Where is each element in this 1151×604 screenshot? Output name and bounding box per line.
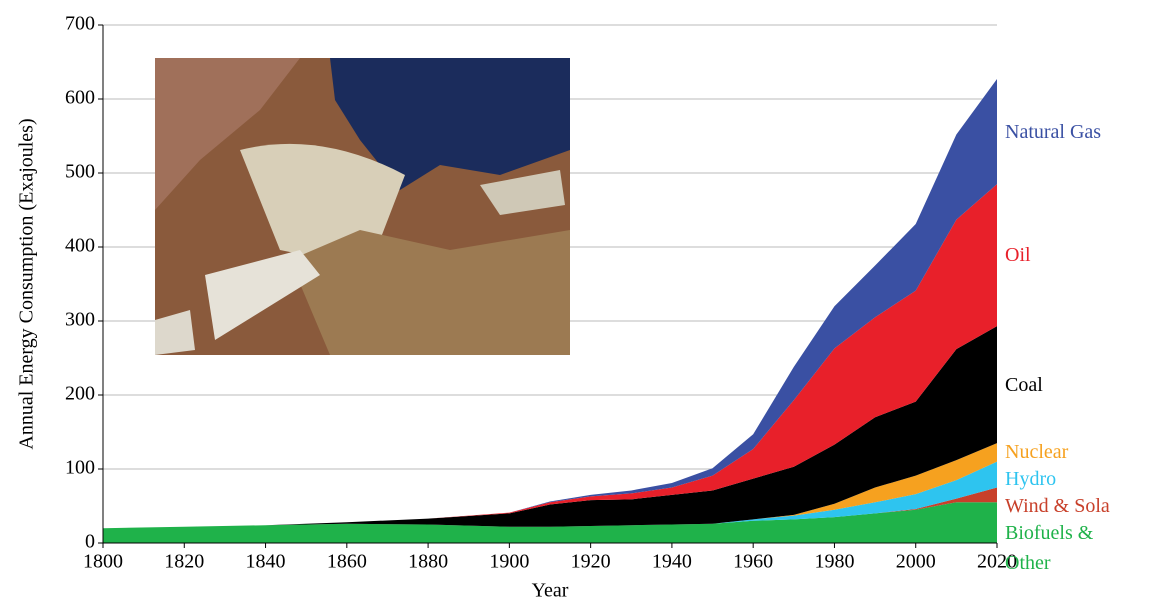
- y-axis-label: Annual Energy Consumption (Exajoules): [16, 118, 38, 449]
- x-tick-label: 1860: [327, 551, 367, 573]
- area: [103, 79, 997, 529]
- area: [103, 184, 997, 529]
- legend-label: Natural Gas: [1005, 120, 1102, 143]
- legend-label: Nuclear: [1005, 441, 1069, 464]
- areas: [103, 79, 997, 543]
- x-tick-label: 1940: [652, 551, 692, 573]
- legend-label: Wind & Sola: [1005, 495, 1110, 518]
- x-tick-label: 1960: [733, 551, 773, 573]
- legend-label: Coal: [1005, 373, 1043, 396]
- legend-label: Biofuels & Other: [1005, 522, 1094, 575]
- x-tick-label: 1980: [814, 551, 854, 573]
- x-axis-label: Year: [532, 580, 569, 602]
- x-tick-label: 1920: [571, 551, 611, 573]
- area: [103, 326, 997, 529]
- y-tick-label: 500: [65, 161, 95, 183]
- legend-label: Oil: [1005, 244, 1031, 267]
- y-tick-label: 400: [65, 235, 95, 257]
- x-tick-label: 1900: [489, 551, 529, 573]
- x-tick-label: 1840: [246, 551, 286, 573]
- x-tick-label: 2020: [977, 551, 1017, 573]
- photo-inset: [155, 58, 570, 355]
- y-tick-label: 100: [65, 457, 95, 479]
- x-tick-label: 2000: [896, 551, 936, 573]
- legend-label: Hydro: [1005, 468, 1057, 491]
- y-tick-label: 300: [65, 309, 95, 331]
- x-tick-label: 1880: [408, 551, 448, 573]
- y-tick-label: 200: [65, 383, 95, 405]
- area: [103, 502, 997, 543]
- y-tick-label: 700: [65, 13, 95, 35]
- y-tick-label: 600: [65, 87, 95, 109]
- x-tick-label: 1800: [83, 551, 123, 573]
- y-tick-label: 0: [85, 531, 95, 553]
- x-tick-label: 1820: [164, 551, 204, 573]
- ticks: 0 100 200 300 400 500 600 700 1800 1820 1840 1860 18…: [65, 13, 1017, 573]
